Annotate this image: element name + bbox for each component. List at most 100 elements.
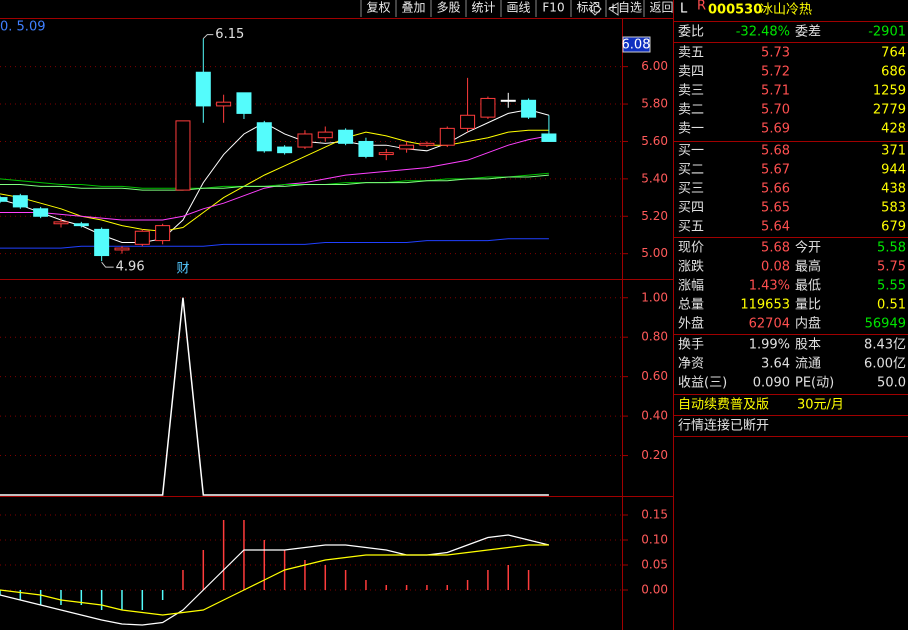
field-label: 委比 (678, 25, 704, 40)
candle-body (155, 225, 171, 242)
indicator-line (0, 534, 550, 626)
icon[interactable] (588, 2, 602, 16)
book-label: 卖五 (678, 46, 704, 61)
pointer (101, 261, 114, 268)
book-volume: 428 (881, 122, 906, 137)
candle-body (297, 133, 313, 148)
field-label: 涨幅 (678, 279, 704, 294)
field-value: 1.43% (749, 279, 790, 294)
stock-code: 000530 (708, 3, 762, 18)
field-value: 5.55 (877, 279, 906, 294)
field-label: 量比 (795, 298, 821, 313)
book-volume: 2779 (873, 103, 906, 118)
book-label: 卖一 (678, 122, 704, 137)
candle-body (460, 114, 476, 129)
indicator-line (0, 135, 550, 221)
pointer (202, 34, 214, 39)
candle-body (439, 127, 455, 146)
candle-body (378, 152, 394, 156)
book-price: 5.71 (761, 84, 790, 99)
indicator-line (0, 238, 549, 249)
candle-body (73, 223, 89, 227)
book-label: 买一 (678, 144, 704, 159)
field-label: 现价 (678, 241, 704, 256)
indicator-line (0, 174, 549, 191)
field-label: 外盘 (678, 316, 704, 332)
indicator-line (0, 129, 549, 232)
book-price: 5.68 (761, 144, 790, 159)
y-tick-label: 1.00 (641, 290, 668, 304)
icon[interactable] (608, 2, 619, 16)
field-label: 流通 (795, 357, 821, 372)
field-value: 50.0 (877, 376, 906, 391)
field-value: 119653 (740, 298, 790, 313)
y-tick-label: 5.20 (641, 209, 668, 223)
candle-body (216, 101, 232, 107)
book-price: 5.64 (761, 220, 790, 235)
candle-body (134, 230, 150, 245)
book-price: 5.67 (761, 163, 790, 178)
candle-body (358, 140, 374, 157)
y-tick-label: 0.40 (641, 409, 668, 423)
promo-price[interactable]: 30元/月 (797, 398, 844, 413)
y-tick-label: 0.20 (641, 448, 668, 462)
field-value: 6.00亿 (864, 357, 906, 372)
field-value: -2901 (868, 25, 906, 40)
y-tick-label: 0.05 (641, 558, 668, 572)
book-label: 卖三 (678, 84, 704, 99)
stock-name: 冰山冷热 (760, 3, 812, 18)
field-value: 5.75 (877, 260, 906, 275)
promo[interactable]: 自动续费普及版 (678, 398, 769, 413)
book-price: 5.66 (761, 182, 790, 197)
toolbar-button[interactable]: 标记 (576, 1, 600, 15)
candle-body (175, 120, 191, 191)
y-tick-label: 5.40 (641, 171, 668, 185)
field-value: -32.48% (736, 25, 790, 40)
candle-body (480, 97, 496, 118)
toolbar-button[interactable]: 叠加 (401, 1, 425, 15)
field-value: 1.99% (749, 338, 790, 353)
y-tick-label: 0.00 (641, 583, 668, 597)
y-tick-label: 0.60 (641, 369, 668, 383)
toolbar-button[interactable]: 多股 (436, 1, 460, 15)
y-tick-label: 0.10 (641, 533, 668, 547)
toolbar-button[interactable]: +自选 (608, 1, 642, 15)
book-label: 卖四 (678, 65, 704, 80)
max-label: 6.15 (215, 27, 244, 42)
candle-body (12, 195, 28, 208)
book-price: 5.69 (761, 122, 790, 137)
candle-body (541, 133, 557, 142)
min-label: 4.96 (116, 260, 145, 275)
toolbar-button[interactable]: 统计 (471, 1, 495, 15)
book-price: 5.72 (761, 65, 790, 80)
candle-body (521, 99, 537, 118)
field-label: 涨跌 (678, 259, 704, 275)
candle-body (399, 144, 415, 150)
status: 行情连接已断开 (678, 418, 769, 434)
field-label: 净资 (678, 357, 704, 372)
field-label: 今开 (795, 240, 821, 256)
book-label: 买五 (678, 220, 704, 235)
book-volume: 944 (881, 163, 906, 178)
toolbar-button[interactable]: F10 (542, 1, 564, 15)
book-label: 买四 (678, 201, 704, 216)
candle-body (419, 142, 435, 146)
field-label: 总量 (678, 298, 704, 313)
book-price: 5.73 (761, 46, 790, 61)
toolbar-button[interactable]: 画线 (506, 1, 530, 15)
candle-body (33, 208, 49, 217)
field-label: 委差 (795, 25, 821, 40)
field-label: 收益(三) (678, 376, 727, 391)
field-value: 56949 (865, 317, 906, 332)
indicator-line (0, 172, 549, 189)
toolbar-button[interactable]: 复权 (366, 1, 390, 15)
candle-body (94, 228, 110, 257)
field-value: 5.68 (761, 241, 790, 256)
y-tick-label: 0.80 (641, 330, 668, 344)
toolbar-button[interactable]: 返回 (649, 1, 673, 15)
book-label: 卖二 (678, 103, 704, 118)
field-value: 0.090 (753, 376, 790, 391)
book-price: 5.70 (761, 103, 790, 118)
indicator-line (0, 544, 549, 616)
